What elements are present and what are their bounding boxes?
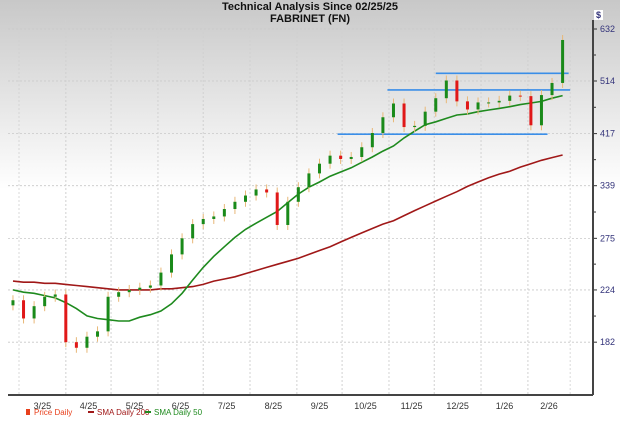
candle-body [53,294,57,297]
x-tick-label: 8/25 [265,401,283,411]
candle-body [96,331,100,337]
candle-body [138,287,142,290]
candle-body [265,189,269,193]
legend-label: SMA Daily 200 [97,408,150,417]
candle-body [360,147,364,157]
legend-swatch [88,411,94,413]
chart-title: Technical Analysis Since 02/25/25 [222,1,398,13]
candle-body [381,117,385,134]
legend: Price Daily SMA Daily 200 SMA Daily 50 [26,408,203,417]
candle-body [370,133,374,148]
candle-body [317,163,321,174]
candle-body [106,296,110,332]
candle-body [391,103,395,118]
candle-body [434,98,438,112]
candles [11,34,565,353]
y-tick-label: 632 [600,24,615,34]
legend-swatch [145,411,151,413]
candle-body [127,289,131,293]
candle-body [497,100,501,103]
axes: 182 224 275 339 417 514 632 3/25 4/25 5/25 6/25 7/2… [8,20,615,411]
candle-body [539,95,543,126]
y-tick-label: 514 [600,76,615,86]
candle-body [328,155,332,164]
legend-swatch [26,409,30,415]
candle-body [296,187,300,202]
candle-body [444,80,448,99]
candle-body [191,224,195,239]
x-tick-label: 3/25 [34,401,52,411]
y-tick-label: 182 [600,337,615,347]
candle-body [550,82,554,96]
y-unit-label: $ [596,10,601,20]
candle-body [233,201,237,210]
candle-body [476,102,480,110]
candle-body [423,111,427,126]
candle-body [117,292,121,297]
x-tick-label: 1/26 [496,401,514,411]
candle-body [487,102,491,104]
y-tick-label: 339 [600,181,615,191]
candle-body [465,101,469,110]
candle-body [85,336,89,348]
candle-body [22,300,26,319]
candle-body [254,189,258,196]
y-tick-label: 417 [600,129,615,139]
x-tick-label: 12/25 [446,401,469,411]
candle-body [286,201,290,225]
candle-body [11,300,15,306]
y-tick-label: 275 [600,233,615,243]
legend-label: Price Daily [34,408,72,417]
x-tick-label: 11/25 [401,401,423,411]
candle-body [275,192,279,225]
x-tick-label: 6/25 [172,401,190,411]
legend-label: SMA Daily 50 [154,408,203,417]
candle-body [508,95,512,101]
y-tick-label: 224 [600,285,615,295]
chart-subtitle: FABRINET (FN) [270,13,350,25]
x-tick-label: 5/25 [126,401,144,411]
candle-body [339,155,343,159]
candle-body [455,80,459,102]
candle-body [413,125,417,128]
candle-body [43,296,47,307]
candle-body [518,95,522,97]
candle-body [159,272,163,286]
candle-body [201,218,205,225]
candle-body [222,209,226,217]
x-tick-label: 4/25 [80,401,98,411]
candle-body [148,285,152,288]
candle-body [170,254,174,273]
sma-200-line [12,154,563,291]
candle-body [529,96,533,126]
x-tick-label: 7/25 [218,401,236,411]
candle-body [32,306,36,319]
candle-body [349,156,353,159]
x-tick-label: 2/26 [540,401,558,411]
candle-body [307,173,311,188]
x-tick-label: 10/25 [354,401,377,411]
candle-body [64,294,68,343]
candle-body [74,342,78,348]
candle-body [244,195,247,202]
candle-body [180,238,184,255]
candle-body [402,103,406,128]
candle-body [561,39,565,83]
candle-body [212,216,216,219]
y-unit-box [594,10,603,20]
x-tick-label: 9/25 [311,401,329,411]
